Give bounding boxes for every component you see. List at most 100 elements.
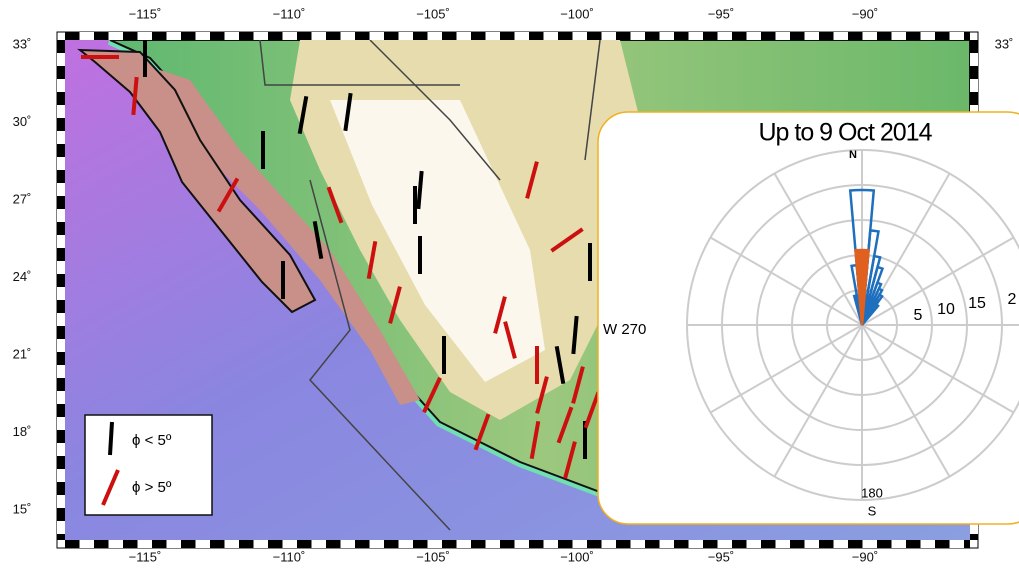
lon-label: −100˚ bbox=[560, 549, 594, 564]
frame-check bbox=[964, 32, 970, 40]
frame-check bbox=[674, 540, 689, 548]
frame-check bbox=[57, 183, 65, 196]
frame-check bbox=[57, 92, 65, 105]
frame-check bbox=[761, 32, 776, 40]
frame-check bbox=[109, 540, 124, 548]
lat-label-right: 33˚ bbox=[995, 36, 1014, 51]
frame-check bbox=[57, 495, 65, 508]
frame-check bbox=[558, 32, 573, 40]
frame-check bbox=[631, 540, 646, 548]
frame-check bbox=[921, 540, 936, 548]
frame-check bbox=[341, 540, 356, 548]
frame-check bbox=[57, 170, 65, 183]
frame-check bbox=[645, 540, 660, 548]
frame-check bbox=[529, 32, 544, 40]
frame-check bbox=[181, 540, 196, 548]
ring-label: 2 bbox=[1008, 291, 1017, 308]
frame-check bbox=[57, 287, 65, 300]
inset-panel bbox=[598, 112, 1019, 524]
frame-check bbox=[964, 540, 970, 548]
frame-check bbox=[167, 540, 182, 548]
frame-check bbox=[573, 540, 588, 548]
frame-check bbox=[341, 32, 356, 40]
frame-check bbox=[312, 32, 327, 40]
frame-check bbox=[413, 32, 428, 40]
frame-check bbox=[529, 540, 544, 548]
frame-check bbox=[500, 540, 515, 548]
frame-check bbox=[805, 32, 820, 40]
frame-check bbox=[573, 32, 588, 40]
frame-check bbox=[906, 540, 921, 548]
frame-check bbox=[631, 32, 646, 40]
lon-label: −100˚ bbox=[560, 6, 594, 21]
frame-check bbox=[57, 391, 65, 404]
lat-label: 21˚ bbox=[13, 346, 32, 361]
frame-check bbox=[384, 32, 399, 40]
frame-check bbox=[57, 482, 65, 495]
frame-check bbox=[747, 540, 762, 548]
frame-check bbox=[57, 417, 65, 430]
frame-check bbox=[718, 32, 733, 40]
frame-check bbox=[602, 540, 617, 548]
lon-label: −90˚ bbox=[852, 6, 878, 21]
legend: ϕ < 5º ϕ > 5º bbox=[85, 415, 212, 515]
frame-check bbox=[196, 32, 211, 40]
frame-check bbox=[689, 540, 704, 548]
frame-check bbox=[921, 32, 936, 40]
frame-check bbox=[970, 66, 978, 79]
frame-check bbox=[283, 32, 298, 40]
frame-check bbox=[94, 540, 109, 548]
frame-check bbox=[123, 540, 138, 548]
frame-check bbox=[863, 32, 878, 40]
frame-check bbox=[660, 540, 675, 548]
frame-check bbox=[152, 540, 167, 548]
frame-check bbox=[732, 32, 747, 40]
frame-check bbox=[892, 540, 907, 548]
frame-check bbox=[970, 534, 978, 540]
frame-check bbox=[225, 32, 240, 40]
frame-check bbox=[660, 32, 675, 40]
frame-check bbox=[935, 540, 950, 548]
ring-label: 5 bbox=[914, 307, 923, 324]
lat-label: 33˚ bbox=[13, 36, 32, 51]
frame-check bbox=[254, 540, 269, 548]
lat-label: 24˚ bbox=[13, 269, 32, 284]
lon-label: −105˚ bbox=[416, 549, 450, 564]
frame-check bbox=[732, 540, 747, 548]
frame-check bbox=[57, 105, 65, 118]
frame-check bbox=[109, 32, 124, 40]
frame-check bbox=[57, 469, 65, 482]
frame-check bbox=[57, 365, 65, 378]
frame-check bbox=[268, 32, 283, 40]
frame-check bbox=[196, 540, 211, 548]
frame-check bbox=[57, 157, 65, 170]
ring-label: 15 bbox=[968, 295, 986, 312]
frame-check bbox=[65, 540, 80, 548]
frame-check bbox=[225, 540, 240, 548]
map-figure: ϕ < 5º ϕ > 5º 33˚ Up to 9 Oct 2014 N W 2… bbox=[0, 0, 1019, 569]
frame-check bbox=[863, 540, 878, 548]
frame-check bbox=[57, 248, 65, 261]
frame-check bbox=[57, 378, 65, 391]
frame-check bbox=[239, 540, 254, 548]
frame-check bbox=[906, 32, 921, 40]
frame-check bbox=[790, 32, 805, 40]
frame-check bbox=[326, 32, 341, 40]
frame-check bbox=[428, 540, 443, 548]
frame-check bbox=[834, 540, 849, 548]
frame-check bbox=[268, 540, 283, 548]
frame-check bbox=[297, 32, 312, 40]
frame-check bbox=[892, 32, 907, 40]
frame-check bbox=[515, 540, 530, 548]
frame-check bbox=[819, 540, 834, 548]
inset-title: Up to 9 Oct 2014 bbox=[758, 119, 932, 147]
frame-check bbox=[57, 404, 65, 417]
frame-check bbox=[950, 540, 965, 548]
frame-check bbox=[57, 40, 65, 53]
west-label: W 270 bbox=[603, 321, 646, 338]
lon-label: −95˚ bbox=[708, 549, 734, 564]
frame-check bbox=[776, 540, 791, 548]
rose-inset: Up to 9 Oct 2014 N W 270 180 S 5 10 15 2 bbox=[598, 112, 1019, 524]
north-label: N bbox=[849, 149, 857, 161]
frame-check bbox=[718, 540, 733, 548]
